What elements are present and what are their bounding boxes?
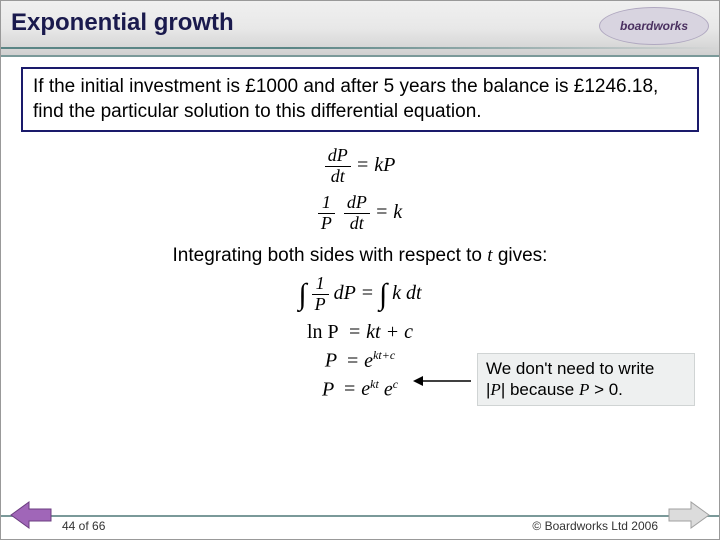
eq3-num: 1 — [312, 274, 329, 295]
eq1-num: dP — [325, 146, 351, 167]
note-l2-mid: | because — [501, 380, 579, 399]
eq1-rhs: = kP — [356, 154, 396, 176]
integrate-text: Integrating both sides with respect to t… — [21, 246, 699, 267]
equation-2: 1 P dP dt = k — [21, 193, 699, 234]
integrate-pre: Integrating both sides with respect to — [173, 245, 488, 266]
eq3-den: P — [312, 295, 329, 315]
eq3-rhs: k dt — [392, 282, 421, 304]
integral-icon-2: ∫ — [379, 278, 387, 311]
eq2-rhs: = k — [375, 201, 402, 223]
eq6-lhs: P — [322, 378, 334, 400]
note-l2-var2: P — [579, 380, 589, 399]
footer-rule — [1, 515, 719, 517]
eq5-exp: kt+c — [373, 348, 395, 362]
eq5-lhs: P — [325, 350, 337, 372]
eq6-a-exp: kt — [370, 377, 379, 391]
eq5-base: = e — [346, 350, 373, 372]
header-rule — [1, 47, 719, 49]
eq3-dp: dP = — [334, 282, 374, 304]
content-area: If the initial investment is £1000 and a… — [1, 57, 719, 400]
copyright: © Boardworks Ltd 2006 — [529, 519, 661, 533]
header: Exponential growth boardworks — [1, 1, 719, 57]
logo: boardworks — [599, 7, 709, 45]
equation-4: ln P = kt + c — [21, 321, 699, 343]
nav-forward-button[interactable] — [667, 500, 713, 535]
eq2-mid-den: dt — [344, 214, 370, 234]
eq6-b-exp: c — [393, 377, 398, 391]
note-l2-post: > 0. — [589, 380, 623, 399]
arrow-icon — [413, 373, 473, 394]
eq4-lhs: ln P — [307, 321, 339, 343]
note-l2-var: P — [490, 380, 500, 399]
eq2-mid-num: dP — [344, 193, 370, 214]
nav-back-button[interactable] — [7, 500, 53, 535]
eq6-a-base: = e — [343, 378, 370, 400]
question-box: If the initial investment is £1000 and a… — [21, 67, 699, 132]
eq4-rhs: = kt + c — [348, 321, 413, 343]
integral-icon: ∫ — [298, 278, 306, 311]
integrate-post: gives: — [493, 245, 548, 266]
eq6-b-base: e — [384, 378, 393, 400]
footer: 44 of 66 © Boardworks Ltd 2006 — [1, 507, 719, 539]
eq2-pre-den: P — [318, 214, 335, 234]
eq2-pre-num: 1 — [318, 193, 335, 214]
equation-3: ∫ 1 P dP = ∫ k dt — [21, 274, 699, 315]
eq1-den: dt — [325, 167, 351, 187]
note-line1: We don't need to write — [486, 359, 654, 378]
page-number: 44 of 66 — [59, 519, 108, 533]
equation-1: dP dt = kP — [21, 146, 699, 187]
logo-text: boardworks — [599, 7, 709, 45]
page-title: Exponential growth — [11, 9, 234, 37]
note-box: We don't need to write |P| because P > 0… — [477, 353, 695, 406]
